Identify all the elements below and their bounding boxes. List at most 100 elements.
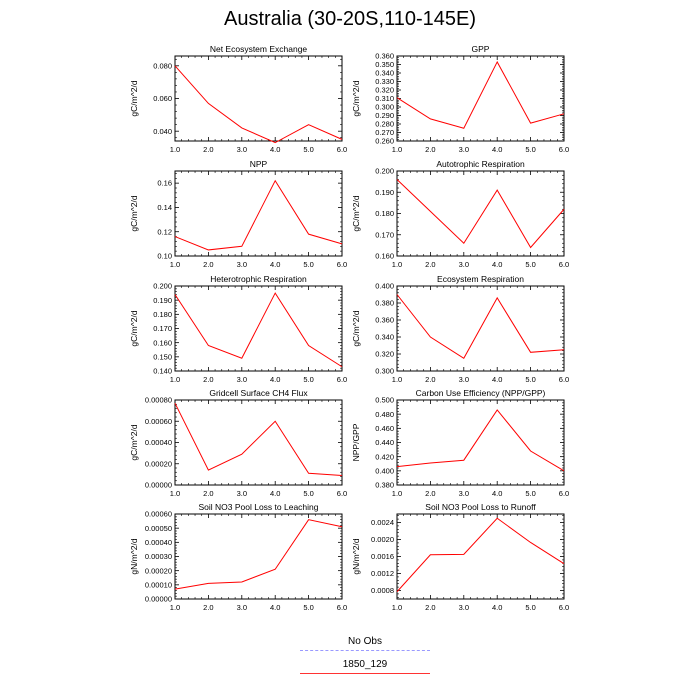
x-tick-label: 3.0 — [237, 260, 247, 269]
chart-panel-3: NPP gC/m^2/d 1.0 2.0 3.0 4.0 5.0 6.0 0.10 0.12 0.1… — [129, 159, 347, 269]
y-tick-label: 0.190 — [153, 296, 172, 305]
x-tick-label: 6.0 — [559, 375, 569, 384]
x-tick-label: 4.0 — [270, 489, 280, 498]
x-tick-label: 4.0 — [492, 375, 502, 384]
x-tick-label: 1.0 — [170, 489, 180, 498]
series-line — [396, 294, 565, 359]
x-tick-label: 5.0 — [525, 145, 535, 154]
x-tick-label: 2.0 — [203, 260, 213, 269]
x-tick-label: 4.0 — [270, 145, 280, 154]
y-tick-label: 0.00000 — [145, 595, 172, 604]
y-tick-label: 0.150 — [153, 352, 172, 361]
y-tick-label: 0.00040 — [145, 538, 172, 547]
legend-label-model: 1850_129 — [342, 659, 388, 670]
series-line — [396, 179, 565, 249]
x-tick-label: 6.0 — [337, 603, 347, 612]
y-axis-label: gC/m^2/d — [351, 310, 361, 346]
x-tick-label: 2.0 — [425, 145, 435, 154]
y-tick-label: 0.320 — [375, 86, 394, 95]
x-tick-label: 4.0 — [270, 260, 280, 269]
x-tick-label: 1.0 — [170, 260, 180, 269]
series-line — [174, 292, 343, 368]
x-tick-label: 6.0 — [559, 260, 569, 269]
x-tick-label: 3.0 — [237, 489, 247, 498]
panel-title: Gridcell Surface CH4 Flux — [209, 388, 308, 398]
plot-frame — [396, 399, 565, 486]
legend-label-obs: No Obs — [348, 636, 382, 647]
x-tick-label: 6.0 — [337, 489, 347, 498]
y-tick-label: 0.00060 — [145, 510, 172, 519]
plot-frame — [396, 170, 565, 257]
y-tick-label: 0.0024 — [371, 518, 394, 527]
chart-panel-4: Autotrophic Respiration gC/m^2/d 1.0 2.0 3.0… — [351, 159, 569, 269]
x-tick-label: 5.0 — [525, 260, 535, 269]
x-tick-label: 3.0 — [459, 145, 469, 154]
series-line — [396, 517, 565, 593]
y-tick-label: 0.160 — [153, 338, 172, 347]
panel-title: Soil NO3 Pool Loss to Leaching — [198, 502, 318, 512]
plot-frame — [174, 513, 343, 600]
y-tick-label: 0.200 — [375, 167, 394, 176]
x-tick-label: 4.0 — [492, 603, 502, 612]
x-tick-label: 3.0 — [237, 145, 247, 154]
chart-panel-5: Heterotrophic Respiration gC/m^2/d 1.0 2.0 3… — [129, 274, 347, 384]
x-tick-label: 2.0 — [203, 375, 213, 384]
legend-line-model — [300, 673, 430, 674]
y-tick-label: 0.440 — [375, 438, 394, 447]
x-tick-label: 1.0 — [392, 375, 402, 384]
panel-title: NPP — [250, 159, 268, 169]
y-tick-label: 0.350 — [375, 60, 394, 69]
y-tick-label: 0.170 — [153, 324, 172, 333]
y-tick-label: 0.0020 — [371, 535, 394, 544]
legend: No Obs 1850_129 — [300, 636, 430, 682]
legend-line-obs — [300, 650, 430, 651]
x-tick-label: 3.0 — [459, 489, 469, 498]
x-tick-label: 5.0 — [525, 603, 535, 612]
y-axis-label: gC/m^2/d — [351, 80, 361, 116]
y-tick-label: 0.300 — [375, 367, 394, 376]
y-tick-label: 0.400 — [375, 282, 394, 291]
x-tick-label: 2.0 — [203, 145, 213, 154]
y-tick-label: 0.170 — [375, 230, 394, 239]
x-tick-label: 3.0 — [237, 375, 247, 384]
y-tick-label: 0.330 — [375, 77, 394, 86]
y-tick-label: 0.00010 — [145, 580, 172, 589]
x-tick-label: 5.0 — [303, 375, 313, 384]
plot-frame — [396, 55, 565, 142]
y-axis-label: gC/m^2/d — [351, 195, 361, 231]
x-tick-label: 4.0 — [492, 489, 502, 498]
x-tick-label: 2.0 — [425, 603, 435, 612]
y-axis-label: gC/m^2/d — [129, 310, 139, 346]
y-tick-label: 0.290 — [375, 111, 394, 120]
panel-title: Net Ecosystem Exchange — [210, 44, 308, 54]
panel-title: Carbon Use Efficiency (NPP/GPP) — [416, 388, 546, 398]
x-tick-label: 5.0 — [525, 489, 535, 498]
y-tick-label: 0.040 — [153, 127, 172, 136]
x-tick-label: 6.0 — [337, 260, 347, 269]
y-tick-label: 0.180 — [375, 209, 394, 218]
x-tick-label: 3.0 — [459, 603, 469, 612]
series-line — [396, 409, 565, 472]
x-tick-label: 4.0 — [492, 260, 502, 269]
series-line — [174, 402, 343, 476]
figure-title: Australia (30-20S,110-145E) — [224, 8, 476, 30]
x-tick-label: 3.0 — [459, 375, 469, 384]
x-tick-label: 5.0 — [303, 603, 313, 612]
y-tick-label: 0.0016 — [371, 552, 394, 561]
x-tick-label: 1.0 — [392, 145, 402, 154]
plot-frame — [174, 399, 343, 486]
y-tick-label: 0.420 — [375, 452, 394, 461]
y-tick-label: 0.0012 — [371, 569, 394, 578]
panel-title: Ecosystem Respiration — [437, 274, 524, 284]
chart-panel-9: Soil NO3 Pool Loss to Leaching gN/m^2/d 1.… — [129, 502, 347, 612]
y-tick-label: 0.180 — [153, 310, 172, 319]
y-tick-label: 0.060 — [153, 94, 172, 103]
plot-frame — [174, 285, 343, 372]
panel-title: GPP — [472, 44, 490, 54]
plot-frame — [174, 170, 343, 257]
y-axis-label: gC/m^2/d — [129, 424, 139, 460]
x-tick-label: 6.0 — [337, 145, 347, 154]
y-tick-label: 0.00020 — [145, 566, 172, 575]
x-tick-label: 2.0 — [425, 489, 435, 498]
chart-panel-1: Net Ecosystem Exchange gC/m^2/d 1.0 2.0 3.0 4… — [129, 44, 347, 154]
